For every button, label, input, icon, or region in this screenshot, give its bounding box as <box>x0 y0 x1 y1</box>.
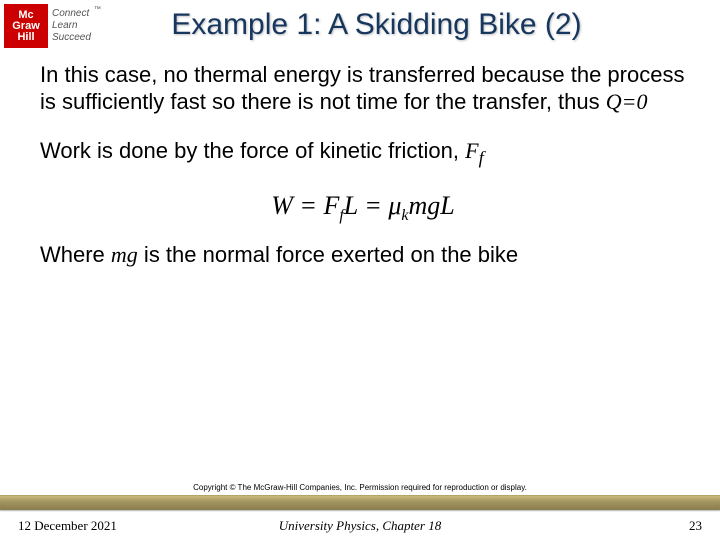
publisher-logo: Mc Graw Hill Connect Learn Succeed ™ <box>4 4 91 48</box>
eq-sub-k: k <box>401 208 408 225</box>
paragraph-3: Where mg is the normal force exerted on … <box>40 242 686 269</box>
p1-text: In this case, no thermal energy is trans… <box>40 62 684 114</box>
logo-tag3: Succeed <box>52 32 91 44</box>
copyright-notice: Copyright © The McGraw-Hill Companies, I… <box>0 483 720 492</box>
logo-line1: Mc <box>18 10 33 21</box>
footer-chapter: University Physics, Chapter 18 <box>0 518 720 534</box>
paragraph-2: Work is done by the force of kinetic fri… <box>40 138 686 169</box>
work-equation: W = FfL = μkmgL <box>271 191 455 220</box>
p2-ff-base: F <box>465 138 478 163</box>
p3-text-a: Where <box>40 242 111 267</box>
trademark-symbol: ™ <box>94 6 101 14</box>
logo-tagline: Connect Learn Succeed ™ <box>52 8 91 44</box>
footer: 12 December 2021 University Physics, Cha… <box>0 518 720 534</box>
paragraph-1: In this case, no thermal energy is trans… <box>40 62 686 116</box>
header: Mc Graw Hill Connect Learn Succeed ™ Exa… <box>0 0 720 48</box>
eq-part2: L = μ <box>344 191 402 220</box>
logo-line3: Hill <box>17 32 34 43</box>
p3-mg: mg <box>111 242 138 267</box>
eq-part1: W = F <box>271 191 339 220</box>
slide-body: In this case, no thermal energy is trans… <box>0 48 720 269</box>
eq-part3: mgL <box>409 191 455 220</box>
logo-tag2: Learn <box>52 20 91 32</box>
p2-ff: Ff <box>465 138 484 163</box>
equation-block: W = FfL = μkmgL <box>40 190 686 226</box>
logo-square: Mc Graw Hill <box>4 4 48 48</box>
footer-accent-bar <box>0 496 720 510</box>
logo-tag1: Connect <box>52 8 91 20</box>
p3-text-b: is the normal force exerted on the bike <box>138 242 518 267</box>
slide-title: Example 1: A Skidding Bike (2) <box>91 4 712 42</box>
p2-text: Work is done by the force of kinetic fri… <box>40 138 465 163</box>
logo-line2: Graw <box>12 21 40 32</box>
p1-q-equals-zero: Q=0 <box>606 89 648 114</box>
p2-ff-sub: f <box>479 147 484 167</box>
